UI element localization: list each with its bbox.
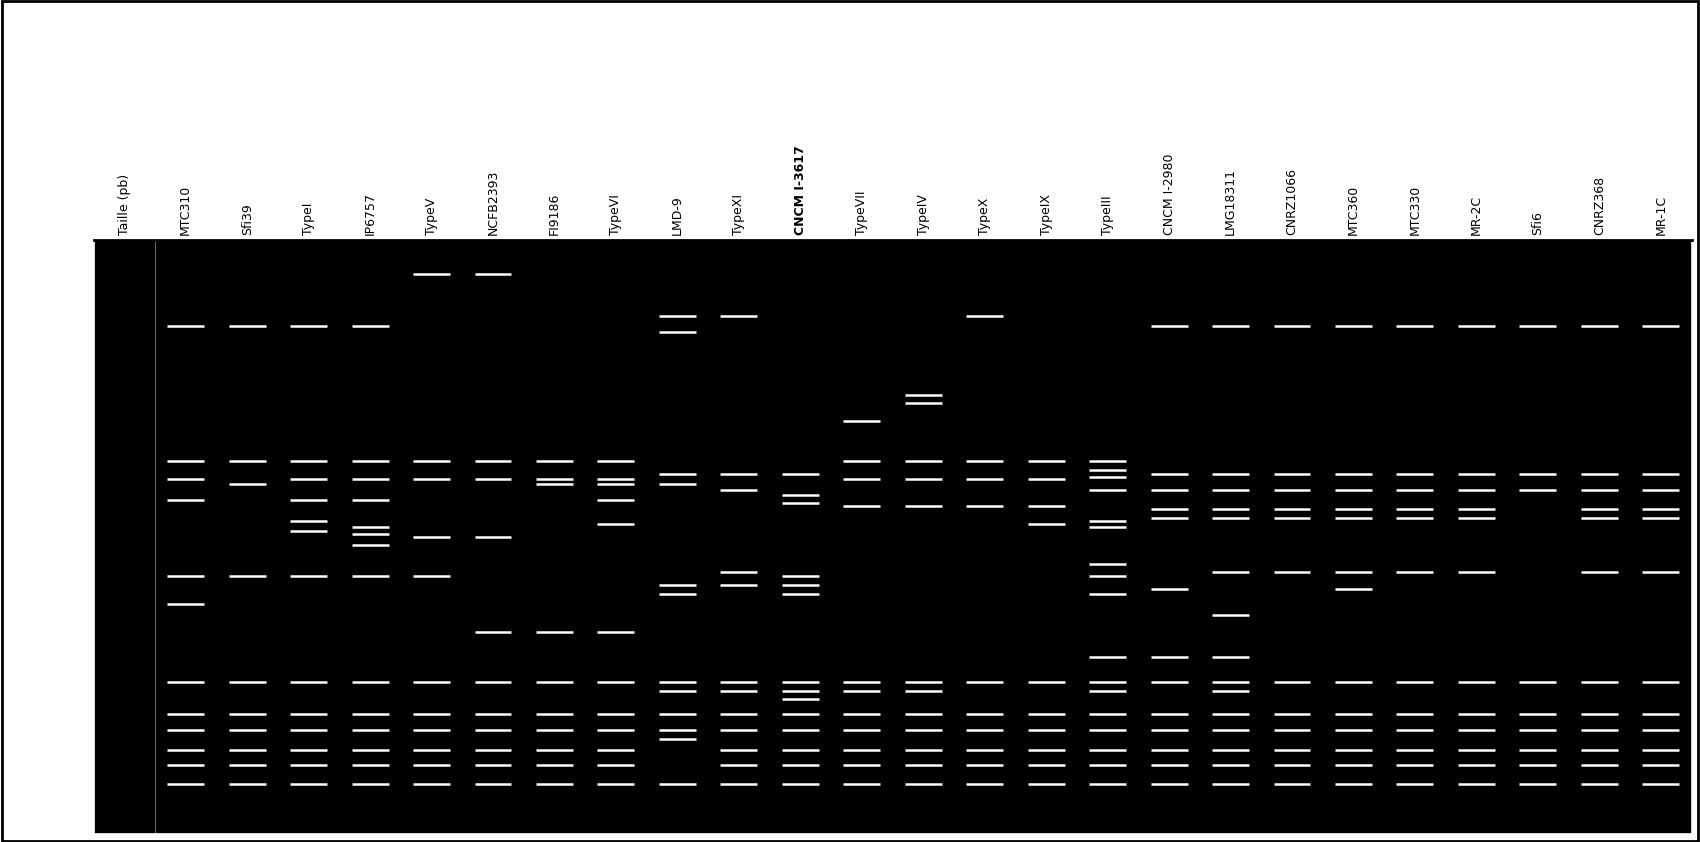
- Text: LMD-9: LMD-9: [672, 195, 683, 235]
- Text: TypeIV: TypeIV: [916, 195, 930, 235]
- Text: MTC360: MTC360: [1346, 185, 1360, 235]
- Text: TypeVII: TypeVII: [855, 190, 869, 235]
- Text: TypeXI: TypeXI: [733, 195, 745, 235]
- Text: TypeIII: TypeIII: [1102, 195, 1114, 235]
- Text: NCFB2393: NCFB2393: [486, 170, 500, 235]
- Text: FI9186: FI9186: [547, 193, 561, 235]
- Text: 100: 100: [53, 689, 80, 703]
- Text: MTC310: MTC310: [178, 185, 192, 235]
- Text: CNCM I-2980: CNCM I-2980: [1163, 154, 1176, 235]
- Text: CNRZ1066: CNRZ1066: [1285, 168, 1299, 235]
- Text: CNCM I-3617: CNCM I-3617: [794, 146, 808, 235]
- Text: MR-1C: MR-1C: [1654, 195, 1668, 235]
- Text: 1000: 1000: [44, 291, 80, 305]
- Text: CNRZ368: CNRZ368: [1593, 176, 1606, 235]
- Text: 500: 500: [53, 411, 80, 424]
- Text: MTC330: MTC330: [1408, 185, 1421, 235]
- Text: Taille (pb): Taille (pb): [117, 174, 131, 235]
- Text: MR-2C: MR-2C: [1470, 195, 1482, 235]
- Text: TypeX: TypeX: [977, 198, 991, 235]
- Text: Sfi39: Sfi39: [241, 204, 253, 235]
- Text: IP6757: IP6757: [364, 192, 377, 235]
- Text: LMG18311: LMG18311: [1224, 168, 1238, 235]
- Text: Sfi6: Sfi6: [1532, 211, 1544, 235]
- Text: TypeI: TypeI: [303, 203, 314, 235]
- Text: TypeIX: TypeIX: [1040, 195, 1052, 235]
- Text: TypeV: TypeV: [425, 198, 439, 235]
- Text: TypeVI: TypeVI: [609, 195, 622, 235]
